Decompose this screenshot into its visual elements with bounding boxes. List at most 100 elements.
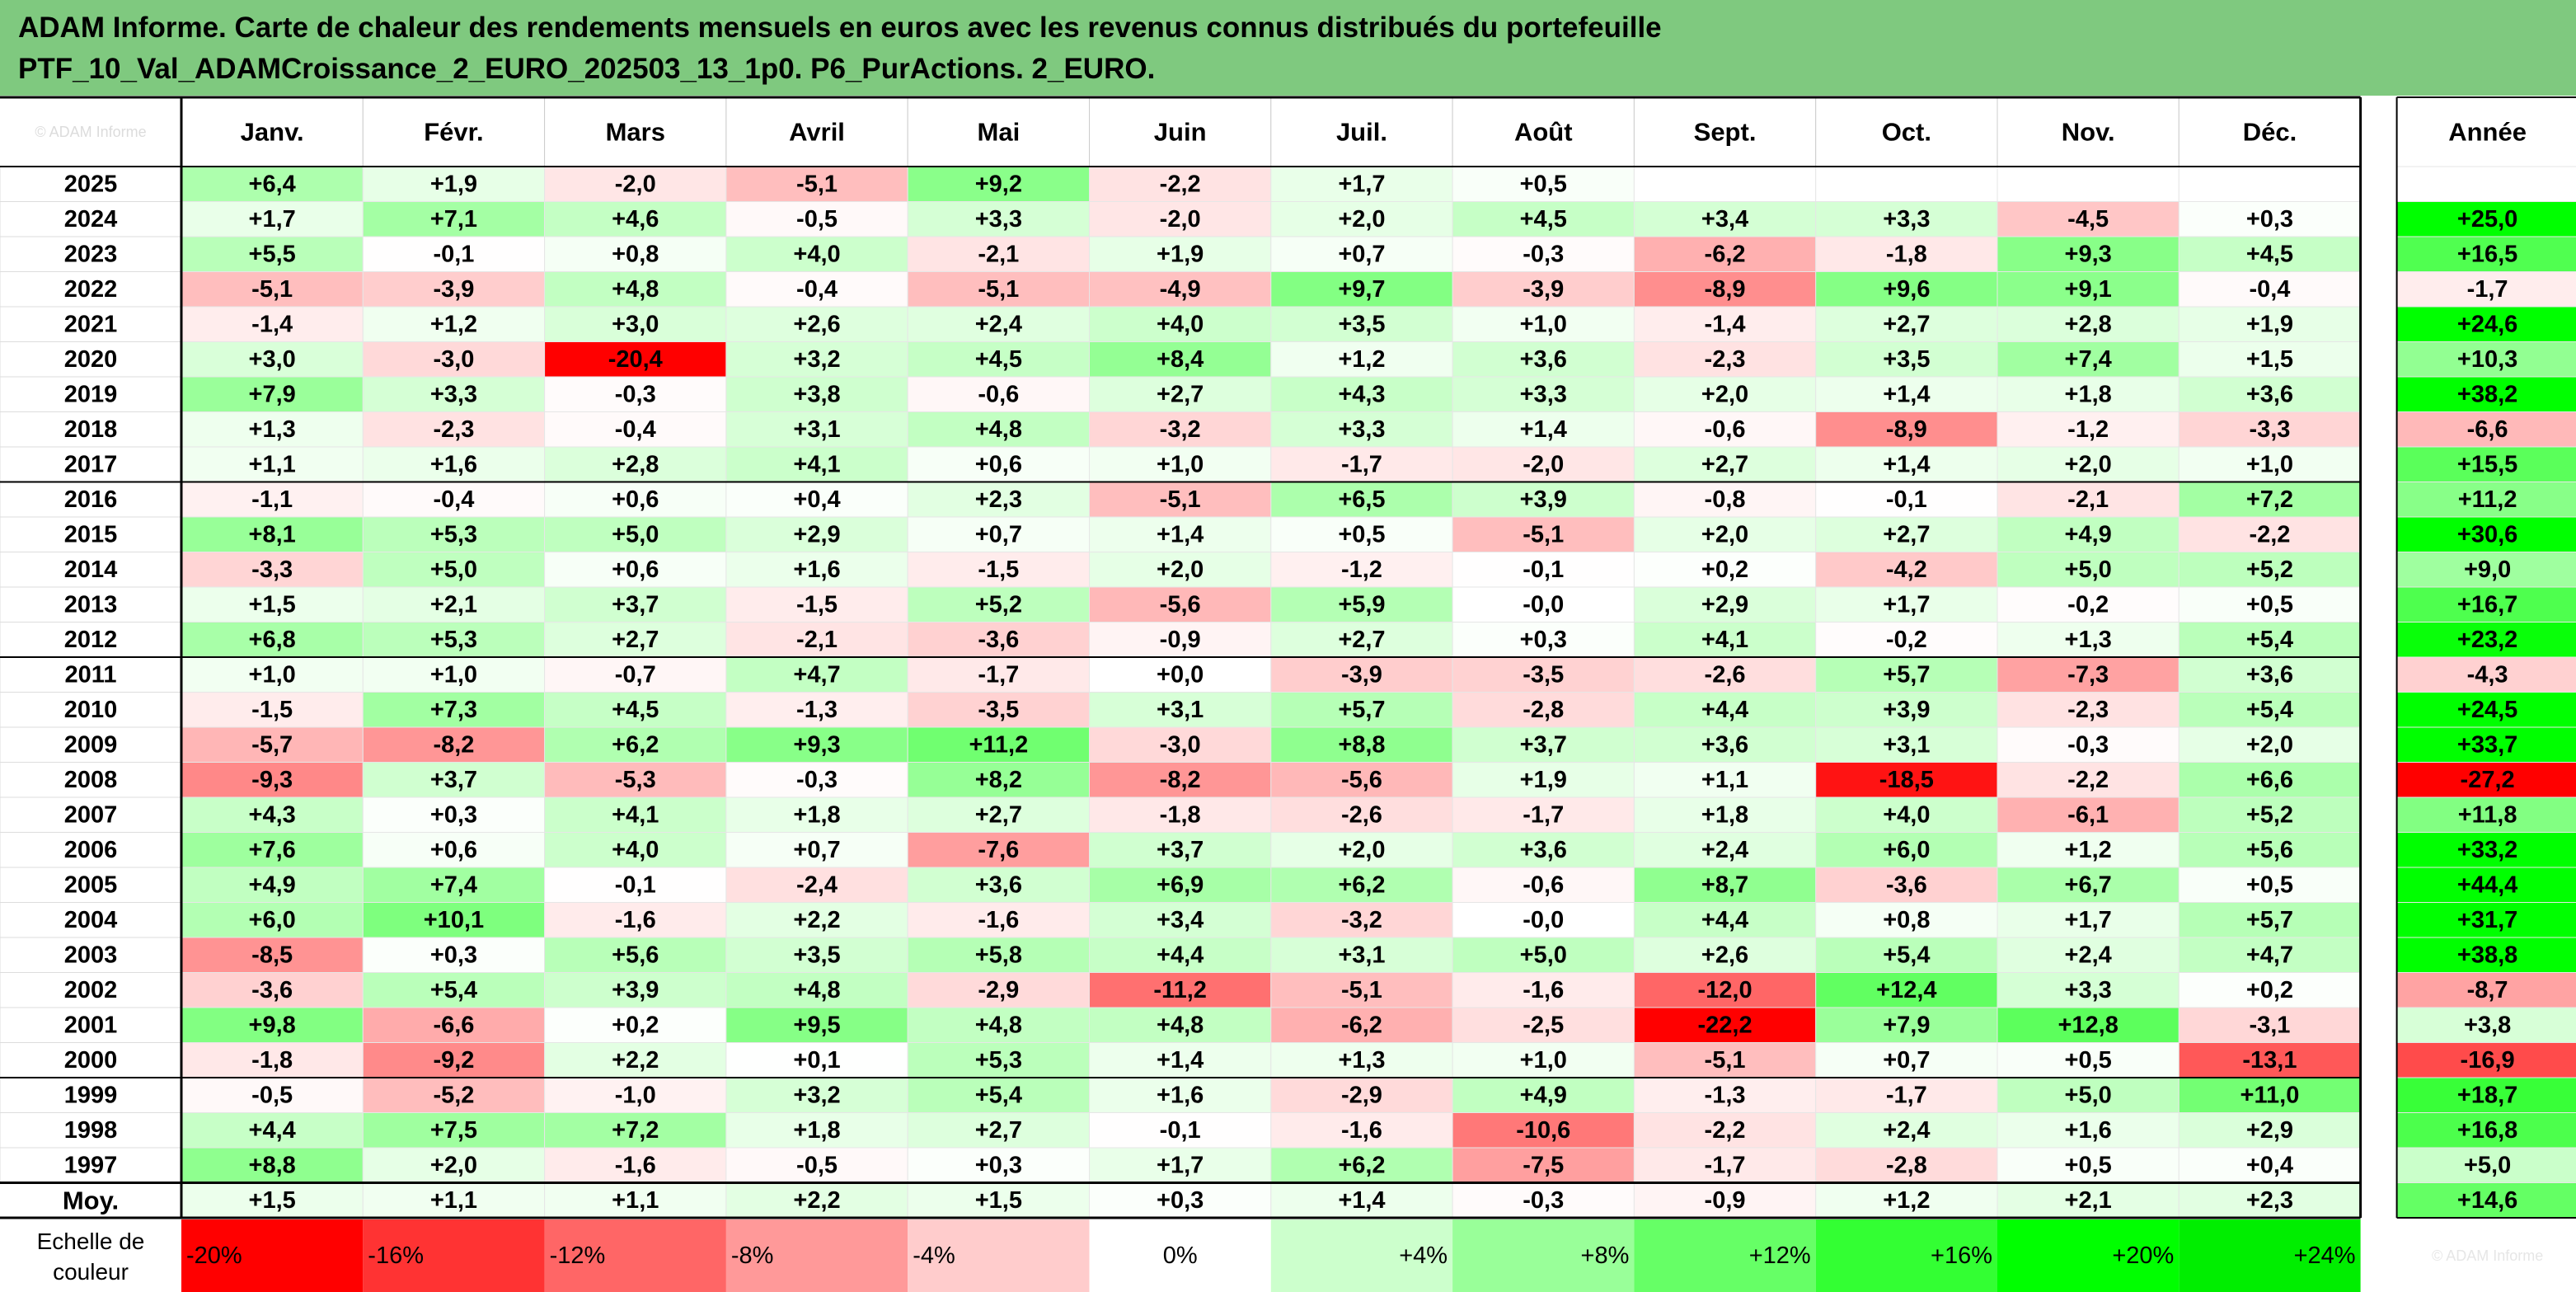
cell-value: -6,1: [2067, 801, 2109, 828]
cell-value: +4,9: [1520, 1082, 1567, 1108]
year-label: 2015: [64, 521, 118, 547]
heatmap-cell: [544, 1112, 727, 1149]
heatmap-cell: [1089, 516, 1272, 552]
scale-label: +16%: [1931, 1243, 1992, 1269]
heatmap-cell: [725, 586, 908, 623]
cell-value: +0,2: [1701, 557, 1748, 583]
annual-value: -27,2: [2461, 767, 2515, 793]
cell-value: +2,9: [1701, 591, 1748, 618]
year-label-cell: [0, 411, 182, 448]
cell-value: -2,2: [2067, 767, 2109, 793]
heatmap-cell: [181, 306, 364, 342]
heatmap-cell: [1633, 1042, 1817, 1078]
heatmap-cell: [1452, 271, 1635, 308]
annual-cell: [2396, 516, 2576, 552]
annual-value: -4,3: [2467, 661, 2508, 688]
cell-value: +4,5: [2246, 241, 2293, 267]
heatmap-cell: [907, 446, 1090, 482]
cell-value: +6,5: [1338, 486, 1385, 513]
year-label-cell: [0, 1112, 182, 1149]
heatmap-cell: [725, 236, 908, 272]
year-label-cell: [0, 972, 182, 1008]
heatmap-cell: [1270, 726, 1453, 763]
cell-value: +5,2: [2246, 557, 2293, 583]
cell-value: -3,6: [1886, 872, 1927, 898]
cell-value: +0,6: [612, 486, 659, 513]
cell-value: +2,0: [2246, 731, 2293, 758]
heatmap-cell: [1997, 271, 2180, 308]
scale-label-line-2: couleur: [53, 1259, 129, 1285]
cell-value: -0,6: [1705, 416, 1746, 443]
year-label: 2018: [64, 416, 118, 443]
heatmap-cell: [1997, 552, 2180, 588]
cell-value: -1,7: [1886, 1082, 1927, 1108]
cell-value: -2,2: [2249, 521, 2290, 547]
cell-value: +1,6: [430, 451, 477, 477]
cell-value: +0,7: [975, 521, 1022, 547]
heatmap-cell: [1452, 832, 1635, 868]
cell-value: +3,2: [793, 346, 840, 373]
heatmap-cell: [1997, 236, 2180, 272]
cell-value: -0,2: [2067, 591, 2109, 618]
cell-value: +7,9: [249, 381, 296, 407]
cell-value: +3,6: [1520, 346, 1567, 373]
cell-value: +2,7: [1157, 381, 1204, 407]
scale-label: -20%: [186, 1243, 242, 1269]
heatmap-cell: [725, 376, 908, 412]
cell-value: +6,6: [2246, 767, 2293, 793]
cell-value: +1,3: [249, 416, 296, 443]
cell-value: +2,8: [612, 451, 659, 477]
cell-value: +5,3: [430, 627, 477, 653]
cell-value: +2,0: [1338, 206, 1385, 233]
cell-value: -13,1: [2242, 1047, 2297, 1074]
year-label-cell: [0, 271, 182, 308]
heatmap-cell: [1633, 656, 1817, 693]
heatmap-cell: [1452, 586, 1635, 623]
heatmap-cell: [1452, 902, 1635, 938]
annual-value: +33,7: [2457, 731, 2517, 758]
year-label: 2008: [64, 767, 118, 793]
cell-value: +5,5: [249, 241, 296, 267]
year-label: 2024: [64, 206, 118, 233]
cell-value: -1,6: [615, 1152, 656, 1178]
cell-value: +1,8: [2065, 381, 2112, 407]
cell-value: +0,6: [430, 837, 477, 863]
year-label-cell: [0, 1147, 182, 1183]
cell-value: +0,2: [2246, 977, 2293, 1003]
annual-cell: [2396, 482, 2576, 518]
cell-value: +5,9: [1338, 591, 1385, 618]
cell-value: -7,5: [1523, 1152, 1564, 1178]
cell-value: -0,4: [2249, 276, 2290, 303]
heatmap-cell: [181, 762, 364, 798]
cell-value: +3,6: [975, 872, 1022, 898]
cell-value: +1,0: [1157, 451, 1204, 477]
cell-value: -1,7: [1705, 1152, 1746, 1178]
cell-value: +2,9: [2246, 1117, 2293, 1144]
cell-value: -6,6: [433, 1012, 474, 1038]
title-band: ADAM Informe. Carte de chaleur des rende…: [0, 0, 2576, 96]
heatmap-cell: [725, 867, 908, 903]
cell-value: +3,5: [793, 942, 840, 968]
heatmap-cell: [1997, 482, 2180, 518]
year-label: 1999: [64, 1082, 118, 1108]
heatmap-cell: [1815, 236, 1998, 272]
year-label-cell: [0, 1042, 182, 1078]
month-header: Sept.: [1694, 118, 1757, 147]
heatmap-cell: [1452, 972, 1635, 1008]
average-label: Moy.: [63, 1186, 119, 1214]
heatmap-cell: [2178, 1112, 2362, 1149]
cell-value: +3,9: [1883, 697, 1930, 723]
cell-value: +3,3: [2065, 977, 2112, 1003]
annual-value: +11,8: [2458, 801, 2517, 828]
cell-value: +1,0: [249, 661, 296, 688]
heatmap-cell: [1270, 236, 1453, 272]
cell-value: +1,6: [2065, 1117, 2112, 1144]
cell-value: -1,7: [1523, 801, 1564, 828]
cell-value: +3,0: [612, 311, 659, 337]
month-header: Nov.: [2062, 118, 2115, 147]
annual-value: +44,4: [2457, 872, 2517, 898]
heatmap-cell: [362, 902, 546, 938]
cell-value: +2,2: [793, 907, 840, 933]
cell-value: +2,7: [1883, 521, 1930, 547]
average-cell: [907, 1182, 1090, 1219]
